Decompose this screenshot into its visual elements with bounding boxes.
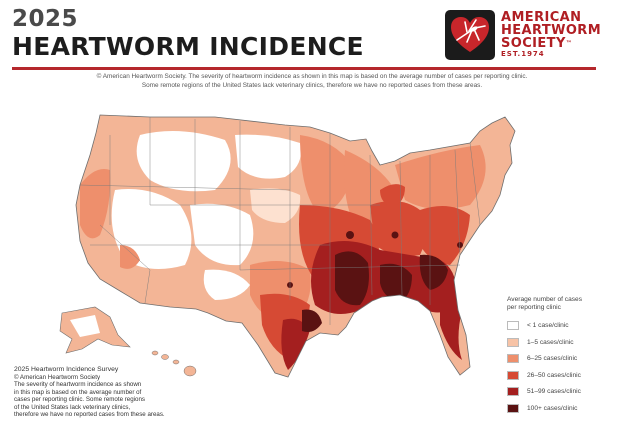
legend-item: 100+ cases/clinic <box>507 403 578 413</box>
logo-established: EST.1974 <box>501 50 545 58</box>
survey-copyright: © American Heartworm Society <box>14 374 101 381</box>
page-title: HEARTWORM INCIDENCE <box>12 32 364 61</box>
us-outline <box>75 114 516 378</box>
ahs-wordmark: AMERICAN HEARTWORM SOCIETY™ EST.1974 <box>501 11 601 59</box>
legend-item: 51–99 cases/clinic <box>507 387 581 396</box>
survey-year: 2025 <box>12 6 79 32</box>
state-borders <box>79 117 481 325</box>
legend-swatch <box>507 354 519 363</box>
legend-label: 1–5 cases/clinic <box>527 338 574 346</box>
legend-label: 51–99 cases/clinic <box>527 388 581 395</box>
logo-line-3: SOCIETY <box>501 36 566 51</box>
header-rule <box>12 67 596 70</box>
legend-swatch <box>507 403 519 413</box>
logo-line-1: AMERICAN <box>501 10 582 25</box>
survey-line-2: in this map is based on the average numb… <box>14 388 142 396</box>
legend-item: 6–25 cases/clinic <box>507 354 577 363</box>
legend-title-line-1: Average number of cases <box>507 296 583 303</box>
us-incidence-map <box>59 114 516 378</box>
survey-title: 2025 Heartworm Incidence Survey <box>14 366 119 373</box>
caption-line-1: © American Heartworm Society. The severi… <box>96 73 528 80</box>
legend-item: < 1 case/clinic <box>507 321 569 330</box>
legend-swatch <box>507 370 519 380</box>
survey-notes: 2025 Heartworm Incidence Survey © Americ… <box>14 366 194 418</box>
legend-item: 1–5 cases/clinic <box>507 337 574 347</box>
ahs-logo <box>445 10 495 60</box>
survey-line-1: The severity of heartworm incidence as s… <box>14 381 142 389</box>
legend-label: 100+ cases/clinic <box>527 404 578 412</box>
alaska-inset <box>59 306 131 354</box>
legend-swatch <box>507 321 519 330</box>
legend-swatch <box>507 387 519 396</box>
logo-tm: ™ <box>565 40 573 47</box>
map-caption: © American Heartworm Society. The severi… <box>40 73 584 90</box>
caption-line-2: Some remote regions of the United States… <box>141 81 483 89</box>
legend-title-line-2: per reporting clinic <box>507 304 561 311</box>
legend-label: 26–50 cases/clinic <box>527 371 581 379</box>
mosquito-heart-icon <box>451 17 489 52</box>
hawaii-inset <box>151 350 197 377</box>
legend-item: 26–50 cases/clinic <box>507 370 581 380</box>
survey-line-3: cases per reporting clinic. Some remote … <box>14 396 146 404</box>
survey-line-5: therefore we have no reported cases from… <box>14 411 165 419</box>
survey-line-4: of the United States lack veterinary cli… <box>14 403 131 411</box>
logo-line-2: HEARTWORM <box>501 23 602 38</box>
legend-label: 6–25 cases/clinic <box>527 355 578 362</box>
legend-title: Average number of cases per reporting cl… <box>507 296 582 312</box>
legend-label: < 1 case/clinic <box>527 322 569 329</box>
legend-swatch <box>507 337 519 347</box>
